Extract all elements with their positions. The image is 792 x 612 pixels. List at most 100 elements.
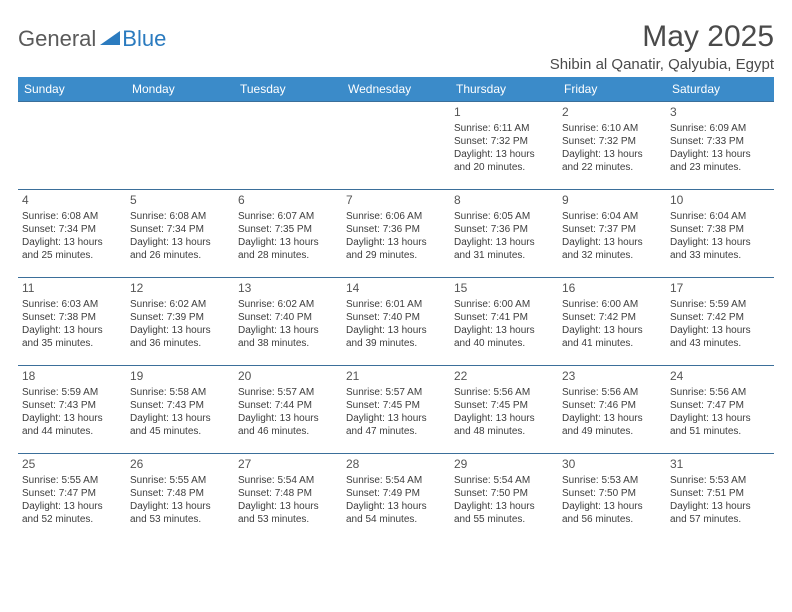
- daylight-text: Daylight: 13 hours: [130, 324, 230, 337]
- sunrise-text: Sunrise: 6:02 AM: [130, 298, 230, 311]
- daylight-text: and 40 minutes.: [454, 337, 554, 350]
- daylight-text: and 47 minutes.: [346, 425, 446, 438]
- daylight-text: and 53 minutes.: [238, 513, 338, 526]
- daylight-text: and 51 minutes.: [670, 425, 770, 438]
- daylight-text: and 23 minutes.: [670, 161, 770, 174]
- day-number: 17: [670, 281, 770, 297]
- day-number: 18: [22, 369, 122, 385]
- day-number: 10: [670, 193, 770, 209]
- daylight-text: and 56 minutes.: [562, 513, 662, 526]
- day-number: 25: [22, 457, 122, 473]
- day-number: 9: [562, 193, 662, 209]
- sunset-text: Sunset: 7:45 PM: [454, 399, 554, 412]
- calendar-cell: 11Sunrise: 6:03 AMSunset: 7:38 PMDayligh…: [18, 278, 126, 366]
- sunrise-text: Sunrise: 5:59 AM: [22, 386, 122, 399]
- daylight-text: and 55 minutes.: [454, 513, 554, 526]
- daylight-text: Daylight: 13 hours: [238, 324, 338, 337]
- calendar-cell: 24Sunrise: 5:56 AMSunset: 7:47 PMDayligh…: [666, 366, 774, 454]
- calendar-cell: 29Sunrise: 5:54 AMSunset: 7:50 PMDayligh…: [450, 454, 558, 542]
- day-number: 3: [670, 105, 770, 121]
- sunset-text: Sunset: 7:40 PM: [346, 311, 446, 324]
- daylight-text: Daylight: 13 hours: [22, 412, 122, 425]
- calendar-cell: 2Sunrise: 6:10 AMSunset: 7:32 PMDaylight…: [558, 102, 666, 190]
- daylight-text: Daylight: 13 hours: [346, 412, 446, 425]
- sunrise-text: Sunrise: 6:00 AM: [454, 298, 554, 311]
- daylight-text: and 52 minutes.: [22, 513, 122, 526]
- calendar-cell: 28Sunrise: 5:54 AMSunset: 7:49 PMDayligh…: [342, 454, 450, 542]
- sunset-text: Sunset: 7:41 PM: [454, 311, 554, 324]
- sunset-text: Sunset: 7:46 PM: [562, 399, 662, 412]
- sunset-text: Sunset: 7:36 PM: [454, 223, 554, 236]
- daylight-text: and 31 minutes.: [454, 249, 554, 262]
- daylight-text: Daylight: 13 hours: [346, 500, 446, 513]
- day-header: Friday: [558, 77, 666, 102]
- day-number: 19: [130, 369, 230, 385]
- sunset-text: Sunset: 7:47 PM: [22, 487, 122, 500]
- daylight-text: and 38 minutes.: [238, 337, 338, 350]
- calendar-cell: 27Sunrise: 5:54 AMSunset: 7:48 PMDayligh…: [234, 454, 342, 542]
- calendar-row: 4Sunrise: 6:08 AMSunset: 7:34 PMDaylight…: [18, 190, 774, 278]
- month-title: May 2025: [550, 20, 774, 54]
- daylight-text: and 28 minutes.: [238, 249, 338, 262]
- daylight-text: Daylight: 13 hours: [562, 500, 662, 513]
- calendar-cell: 14Sunrise: 6:01 AMSunset: 7:40 PMDayligh…: [342, 278, 450, 366]
- sunrise-text: Sunrise: 5:55 AM: [130, 474, 230, 487]
- sunset-text: Sunset: 7:48 PM: [130, 487, 230, 500]
- sunset-text: Sunset: 7:43 PM: [130, 399, 230, 412]
- sunset-text: Sunset: 7:43 PM: [22, 399, 122, 412]
- day-number: 12: [130, 281, 230, 297]
- daylight-text: Daylight: 13 hours: [130, 412, 230, 425]
- brand-triangle-icon: [100, 29, 120, 50]
- daylight-text: and 43 minutes.: [670, 337, 770, 350]
- calendar-cell: 18Sunrise: 5:59 AMSunset: 7:43 PMDayligh…: [18, 366, 126, 454]
- sunrise-text: Sunrise: 5:56 AM: [562, 386, 662, 399]
- sunrise-text: Sunrise: 6:09 AM: [670, 122, 770, 135]
- daylight-text: and 46 minutes.: [238, 425, 338, 438]
- daylight-text: and 54 minutes.: [346, 513, 446, 526]
- sunrise-text: Sunrise: 6:00 AM: [562, 298, 662, 311]
- location-text: Shibin al Qanatir, Qalyubia, Egypt: [550, 56, 774, 73]
- daylight-text: and 57 minutes.: [670, 513, 770, 526]
- daylight-text: Daylight: 13 hours: [454, 148, 554, 161]
- calendar-cell: 4Sunrise: 6:08 AMSunset: 7:34 PMDaylight…: [18, 190, 126, 278]
- sunset-text: Sunset: 7:33 PM: [670, 135, 770, 148]
- day-number: 22: [454, 369, 554, 385]
- daylight-text: Daylight: 13 hours: [562, 324, 662, 337]
- daylight-text: Daylight: 13 hours: [670, 324, 770, 337]
- calendar-cell: 26Sunrise: 5:55 AMSunset: 7:48 PMDayligh…: [126, 454, 234, 542]
- sunrise-text: Sunrise: 6:01 AM: [346, 298, 446, 311]
- day-number: 11: [22, 281, 122, 297]
- day-number: 16: [562, 281, 662, 297]
- day-number: 15: [454, 281, 554, 297]
- calendar-table: Sunday Monday Tuesday Wednesday Thursday…: [18, 77, 774, 542]
- header: General Blue May 2025 Shibin al Qanatir,…: [18, 20, 774, 73]
- daylight-text: and 41 minutes.: [562, 337, 662, 350]
- calendar-cell: 23Sunrise: 5:56 AMSunset: 7:46 PMDayligh…: [558, 366, 666, 454]
- sunrise-text: Sunrise: 6:10 AM: [562, 122, 662, 135]
- calendar-cell: 19Sunrise: 5:58 AMSunset: 7:43 PMDayligh…: [126, 366, 234, 454]
- calendar-row: 11Sunrise: 6:03 AMSunset: 7:38 PMDayligh…: [18, 278, 774, 366]
- daylight-text: Daylight: 13 hours: [130, 500, 230, 513]
- daylight-text: and 48 minutes.: [454, 425, 554, 438]
- sunrise-text: Sunrise: 6:04 AM: [670, 210, 770, 223]
- daylight-text: Daylight: 13 hours: [670, 412, 770, 425]
- daylight-text: Daylight: 13 hours: [454, 412, 554, 425]
- daylight-text: and 45 minutes.: [130, 425, 230, 438]
- calendar-row: 1Sunrise: 6:11 AMSunset: 7:32 PMDaylight…: [18, 102, 774, 190]
- day-header: Sunday: [18, 77, 126, 102]
- calendar-cell: [126, 102, 234, 190]
- sunrise-text: Sunrise: 6:04 AM: [562, 210, 662, 223]
- calendar-cell: 10Sunrise: 6:04 AMSunset: 7:38 PMDayligh…: [666, 190, 774, 278]
- daylight-text: Daylight: 13 hours: [670, 236, 770, 249]
- day-header: Saturday: [666, 77, 774, 102]
- sunset-text: Sunset: 7:39 PM: [130, 311, 230, 324]
- sunrise-text: Sunrise: 5:59 AM: [670, 298, 770, 311]
- daylight-text: Daylight: 13 hours: [454, 500, 554, 513]
- day-number: 31: [670, 457, 770, 473]
- day-number: 4: [22, 193, 122, 209]
- daylight-text: Daylight: 13 hours: [454, 324, 554, 337]
- daylight-text: Daylight: 13 hours: [670, 500, 770, 513]
- calendar-cell: 7Sunrise: 6:06 AMSunset: 7:36 PMDaylight…: [342, 190, 450, 278]
- day-header: Monday: [126, 77, 234, 102]
- calendar-cell: [342, 102, 450, 190]
